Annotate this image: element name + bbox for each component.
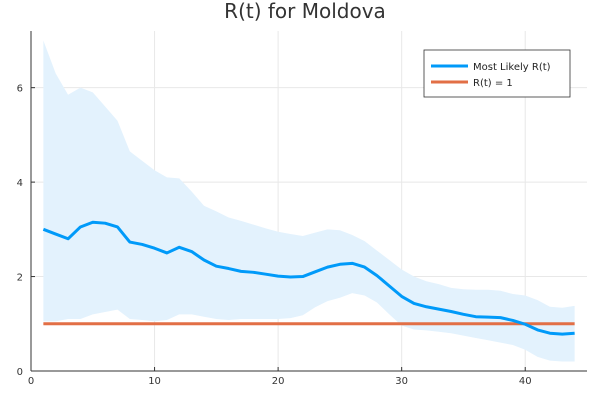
chart-title: R(t) for Moldova	[224, 0, 386, 23]
legend-box	[423, 49, 571, 98]
x-tick-label: 30	[395, 376, 408, 387]
x-tick-label: 40	[519, 376, 532, 387]
legend-label-reference: R(t) = 1	[473, 78, 513, 89]
y-tick-label: 2	[17, 273, 23, 284]
confidence-band-area	[43, 40, 575, 362]
confidence-band	[43, 40, 575, 362]
x-tick-label: 0	[28, 376, 34, 387]
series-layer	[42, 220, 575, 336]
x-tick-label: 20	[272, 376, 285, 387]
legend-label-most-likely: Most Likely R(t)	[473, 62, 551, 73]
series-line-most-likely	[42, 220, 575, 336]
y-tick-label: 4	[17, 178, 23, 189]
y-tick-label: 6	[17, 84, 23, 95]
axes: 0 10 20 30 40 0 2 4 6	[17, 31, 587, 387]
legend: Most Likely R(t) R(t) = 1	[423, 49, 571, 98]
x-tick-label: 10	[148, 376, 161, 387]
y-tick-label: 0	[17, 367, 23, 378]
